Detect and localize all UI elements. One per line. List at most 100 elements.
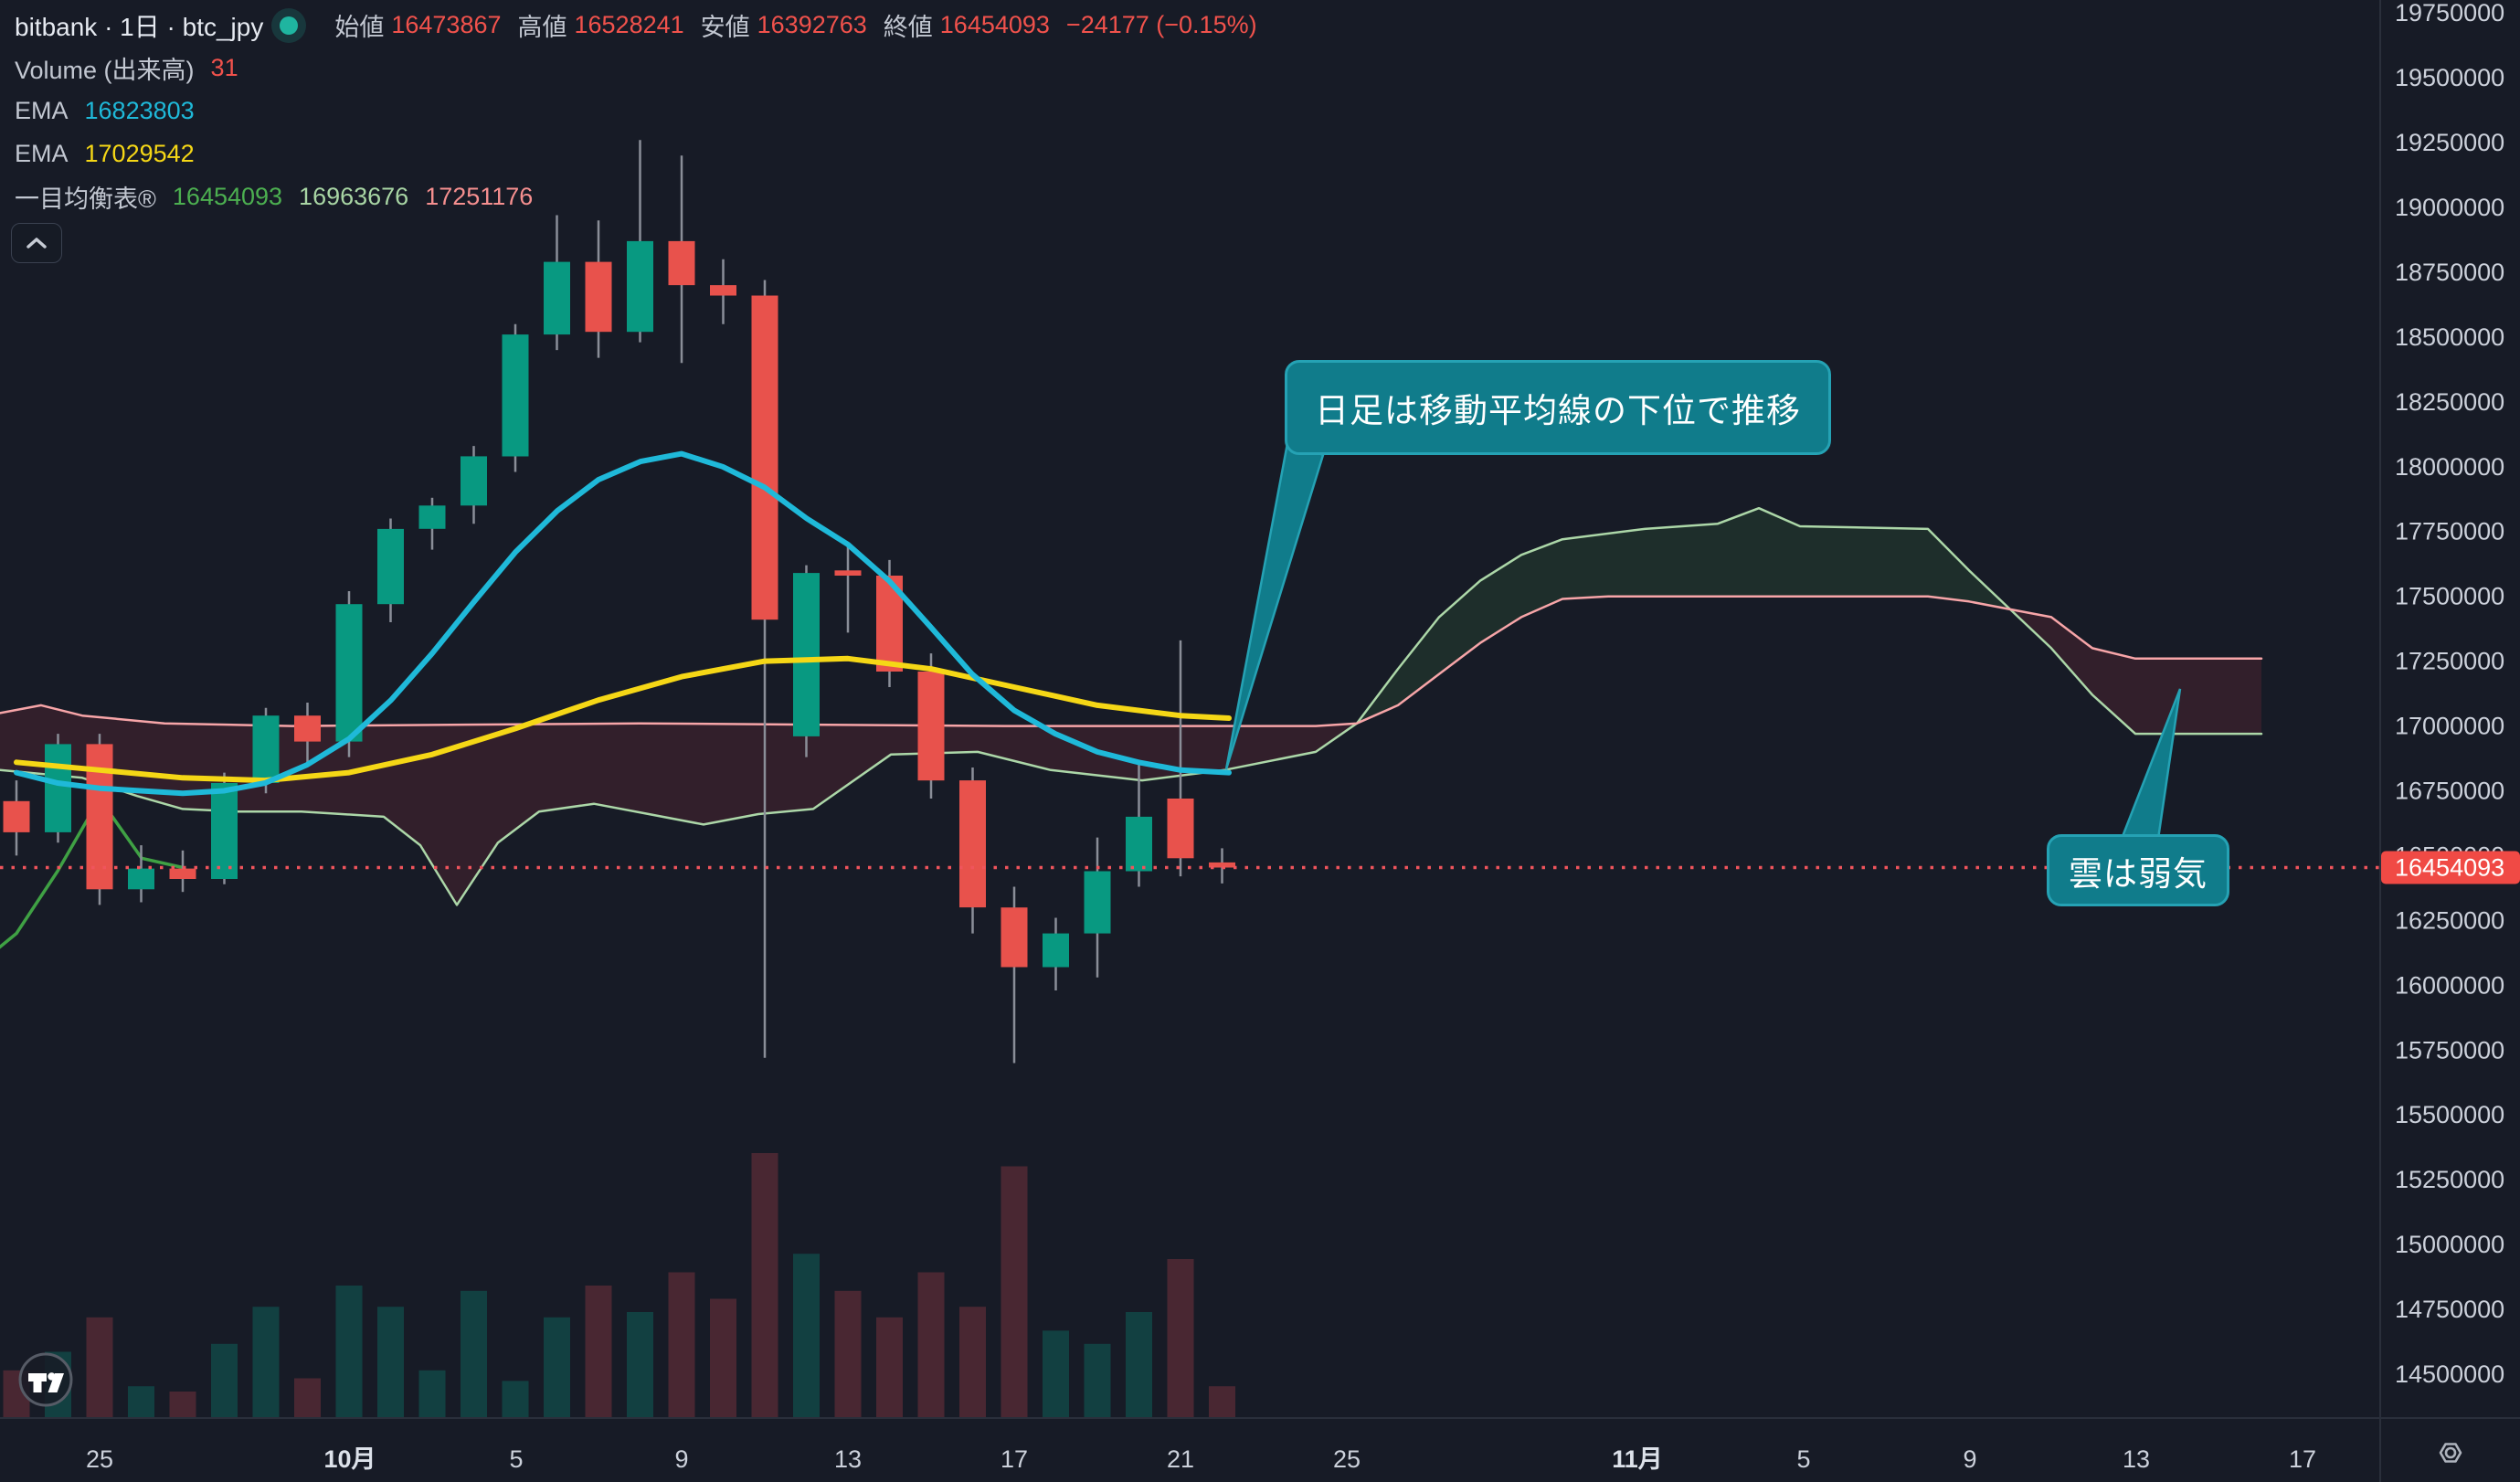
price-tick-label: 16250000 (2395, 906, 2504, 934)
price-tick-label: 16750000 (2395, 778, 2504, 805)
candle-body (86, 744, 113, 890)
ichimoku-cloud-bull (1357, 508, 2010, 724)
time-tick-label: 25 (1333, 1445, 1361, 1473)
settings-icon[interactable] (2430, 1433, 2471, 1477)
price-tick-label: 14750000 (2395, 1296, 2504, 1323)
time-tick-label: 5 (509, 1445, 523, 1473)
price-tick-label: 18500000 (2395, 323, 2504, 351)
candle-body (1001, 907, 1028, 968)
low-value: 16392763 (757, 11, 867, 38)
time-axis[interactable]: 25 10月 5 9 13 17 21 25 11月 5 9 13 17 (86, 1445, 2316, 1473)
candle-body (1126, 816, 1152, 872)
symbol-row[interactable]: bitbank · 1日 · btc_jpy 始値 16473867 高値 16… (15, 4, 1257, 47)
price-tick-label: 19000000 (2395, 194, 2504, 221)
ichimoku-lead1-value: 16963676 (299, 183, 409, 210)
price-tick-label: 15000000 (2395, 1231, 2504, 1258)
volume-value: 31 (210, 54, 238, 81)
ema-fast-label: EMA (15, 97, 69, 124)
callout-cloud-note[interactable]: 雲は弱気 (2047, 834, 2229, 906)
ichimoku-lead2-value: 17251176 (425, 183, 534, 210)
candle-body (377, 528, 404, 605)
volume-bar (627, 1312, 653, 1418)
candle-body (793, 573, 820, 736)
candle-body (1084, 871, 1111, 934)
candle-body (1209, 862, 1235, 868)
candle-body (834, 570, 862, 576)
gear-icon (2439, 1443, 2462, 1463)
volume-histogram (3, 1153, 1235, 1418)
candle-series (3, 140, 1235, 1064)
ema-slow-row[interactable]: EMA 17029542 (15, 132, 1257, 175)
price-tick-label: 19500000 (2395, 64, 2504, 91)
candle-body (751, 295, 778, 620)
time-tick-label: 13 (834, 1445, 862, 1473)
candle-body (211, 783, 238, 879)
legend-collapse-button[interactable] (11, 223, 62, 263)
ichimoku-cloud-bear (2010, 609, 2261, 735)
candle-body (252, 715, 280, 783)
price-tick-label: 15750000 (2395, 1036, 2504, 1064)
price-tick-label: 18000000 (2395, 453, 2504, 481)
volume-row[interactable]: Volume (出来高) 31 (15, 47, 1257, 90)
callout-tail-0 (1224, 437, 1325, 770)
close-label: 終値 (883, 14, 933, 41)
candle-body (461, 456, 487, 506)
candle-body (128, 868, 154, 890)
volume-bar (710, 1298, 736, 1418)
volume-bar (1126, 1312, 1152, 1418)
callout-ma-note[interactable]: 日足は移動平均線の下位で推移 (1285, 360, 1831, 455)
volume-bar (793, 1254, 820, 1418)
current-price-label-bg (2381, 851, 2520, 884)
volume-bar (1084, 1343, 1111, 1418)
candle-body (169, 868, 196, 879)
low-label: 安値 (700, 14, 750, 41)
ichimoku-chikou-value: 16454093 (172, 183, 283, 210)
price-tick-label: 19250000 (2395, 129, 2504, 156)
ema-slow-label: EMA (15, 140, 69, 167)
price-tick-label: 18250000 (2395, 388, 2504, 416)
volume-bar (128, 1386, 154, 1418)
volume-bar (211, 1343, 238, 1418)
volume-bar (418, 1370, 446, 1418)
volume-bar (917, 1272, 945, 1418)
price-tick-label: 16000000 (2395, 971, 2504, 999)
candle-body (335, 604, 363, 742)
time-tick-label: 25 (86, 1445, 113, 1473)
ema-slow-value: 17029542 (84, 140, 195, 167)
price-tick-label: 18750000 (2395, 259, 2504, 286)
market-status-dot (280, 16, 299, 35)
price-tick-label: 17250000 (2395, 648, 2504, 675)
volume-bar (294, 1378, 321, 1418)
legend: bitbank · 1日 · btc_jpy 始値 16473867 高値 16… (15, 4, 1257, 218)
current-price-label: 16454093 (2395, 854, 2504, 882)
time-tick-label: 10月 (323, 1445, 376, 1473)
open-label: 始値 (334, 14, 385, 41)
tradingview-logo[interactable] (16, 1350, 75, 1413)
time-tick-label: 13 (2123, 1445, 2150, 1473)
candle-body (585, 261, 612, 333)
volume-bar (86, 1317, 113, 1418)
price-tick-label: 14500000 (2395, 1360, 2504, 1388)
time-tick-label: 17 (2289, 1445, 2316, 1473)
chevron-up-icon (26, 238, 47, 249)
time-tick-label: 5 (1796, 1445, 1810, 1473)
volume-bar (834, 1290, 862, 1418)
ichimoku-row[interactable]: 一目均衡表® 16454093 16963676 17251176 (15, 175, 1257, 218)
callout-cloud-note-text: 雲は弱気 (2069, 854, 2208, 893)
candle-body (418, 505, 446, 529)
ema-fast-row[interactable]: EMA 16823803 (15, 90, 1257, 132)
ema-fast-value: 16823803 (84, 97, 195, 124)
volume-label: Volume (出来高) (15, 57, 195, 84)
ichimoku-cloud-bear (0, 704, 1357, 905)
price-axis[interactable]: 19750000 19500000 19250000 19000000 18750000… (2381, 0, 2520, 1388)
volume-bar (1001, 1166, 1028, 1418)
candle-body (45, 744, 71, 832)
price-tick-label: 15500000 (2395, 1101, 2504, 1128)
volume-bar (1209, 1386, 1235, 1418)
price-tick-label: 17750000 (2395, 518, 2504, 545)
symbol-title: bitbank · 1日 · btc_jpy (15, 12, 264, 41)
time-tick-label: 9 (674, 1445, 688, 1473)
volume-bar (959, 1307, 986, 1418)
